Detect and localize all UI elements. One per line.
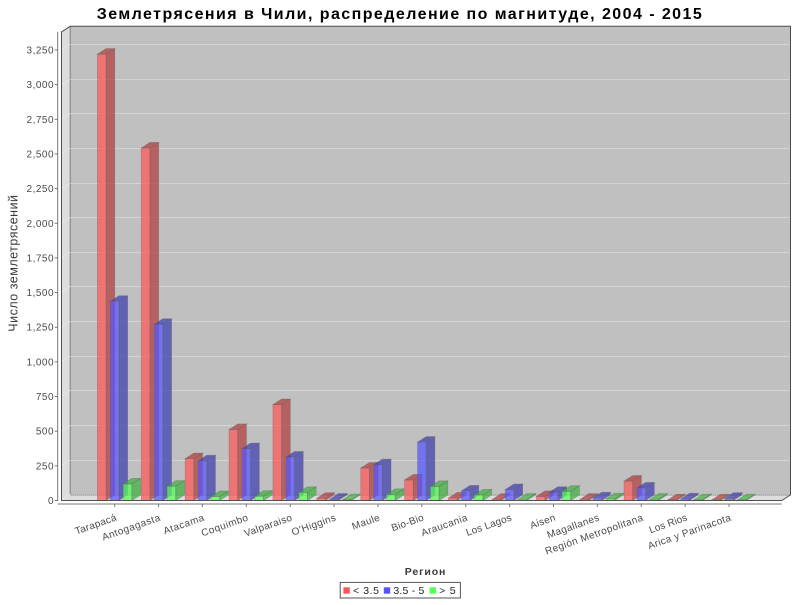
svg-text:3,250: 3,250 <box>27 46 54 57</box>
svg-text:3.5 - 5: 3.5 - 5 <box>393 585 424 597</box>
svg-text:1,500: 1,500 <box>27 288 54 299</box>
svg-text:0: 0 <box>48 496 54 507</box>
svg-text:1,750: 1,750 <box>27 253 54 264</box>
svg-text:2,000: 2,000 <box>27 219 54 230</box>
svg-text:3,000: 3,000 <box>27 80 54 91</box>
svg-text:Землетрясения в Чили, распреде: Землетрясения в Чили, распределение по м… <box>97 6 703 23</box>
svg-text:250: 250 <box>36 461 54 472</box>
svg-text:2,500: 2,500 <box>27 149 54 160</box>
svg-text:2,250: 2,250 <box>27 184 54 195</box>
svg-text:1,000: 1,000 <box>27 357 54 368</box>
svg-text:1,250: 1,250 <box>27 323 54 334</box>
svg-text:750: 750 <box>36 392 54 403</box>
svg-text:> 5: > 5 <box>439 585 456 597</box>
svg-text:500: 500 <box>36 427 54 438</box>
svg-text:Число землетрясений: Число землетрясений <box>7 194 21 331</box>
svg-text:Регион: Регион <box>405 566 447 578</box>
svg-text:< 3.5: < 3.5 <box>353 585 380 597</box>
svg-text:2,750: 2,750 <box>27 115 54 126</box>
